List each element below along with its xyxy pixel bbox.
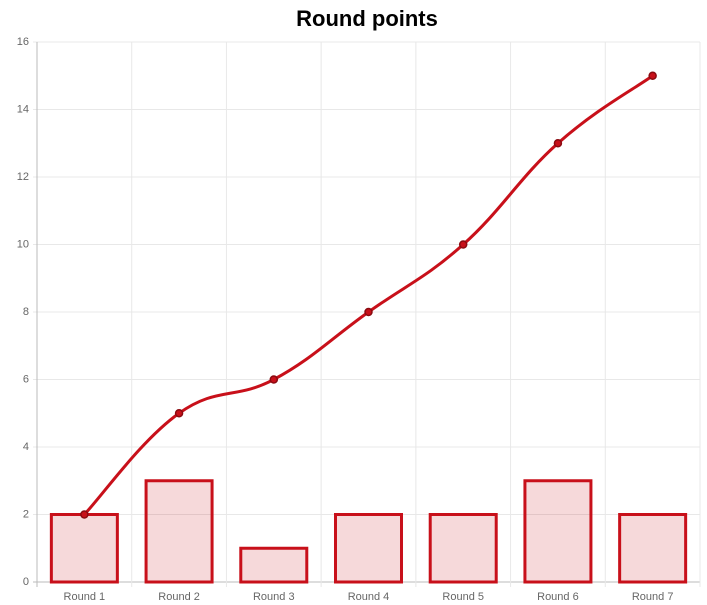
y-tick-label: 16: [17, 36, 29, 48]
point: [648, 71, 657, 80]
y-tick-label: 10: [17, 238, 29, 250]
bar: [334, 513, 403, 584]
bar: [144, 479, 214, 584]
y-tick-label: 6: [23, 373, 29, 385]
x-tick-label: Round 2: [158, 591, 200, 603]
y-tick-label: 0: [23, 576, 29, 588]
y-tick-label: 12: [17, 171, 29, 183]
x-tick-label: Round 4: [348, 591, 390, 603]
point: [364, 307, 373, 317]
bar: [428, 513, 498, 584]
x-tick-label: Round 1: [64, 591, 106, 603]
point: [174, 409, 184, 418]
bar: [618, 513, 688, 584]
line: [83, 74, 654, 516]
y-tick-label: 2: [23, 508, 29, 520]
bar: [239, 546, 309, 584]
point: [553, 139, 563, 148]
y-tick-label: 8: [23, 306, 29, 318]
x-tick-label: Round 7: [632, 591, 674, 603]
x-tick-label: Round 3: [253, 591, 295, 603]
x-tick-label: Round 6: [537, 591, 579, 603]
point: [80, 510, 89, 519]
point: [269, 375, 279, 384]
bar: [49, 513, 119, 584]
y-tick-label: 4: [23, 441, 29, 453]
y-tick-label: 14: [17, 103, 29, 115]
x-tick-label: Round 5: [442, 591, 484, 603]
bar: [523, 479, 593, 584]
chart-title: Round points: [296, 6, 438, 31]
point: [458, 240, 468, 249]
